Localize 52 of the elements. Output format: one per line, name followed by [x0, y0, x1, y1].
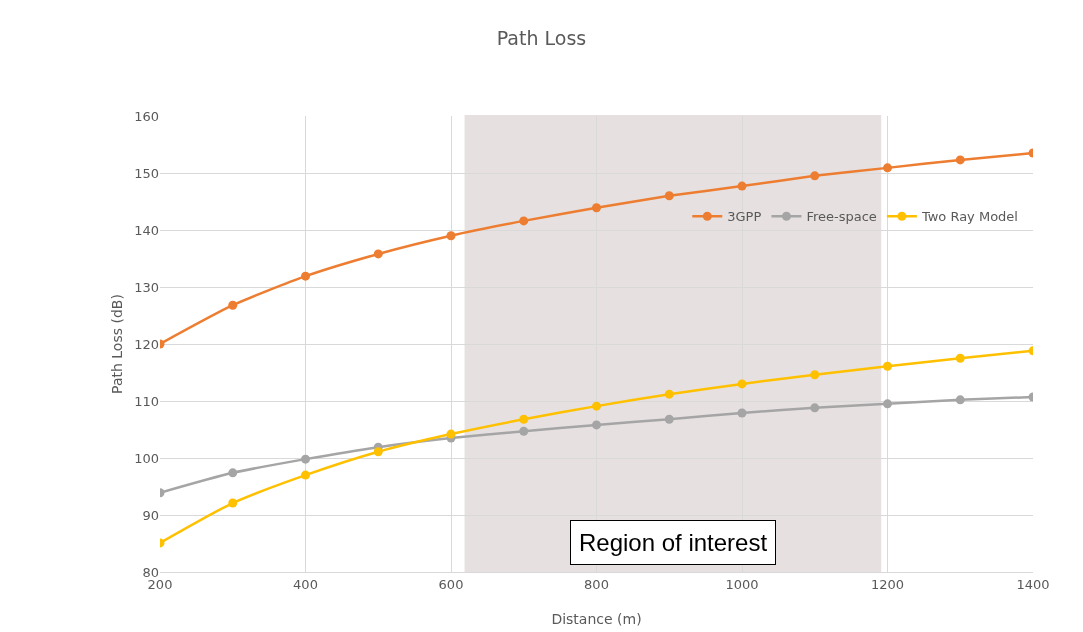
y-tick-label: 140: [134, 222, 159, 238]
point: [883, 399, 892, 409]
point: [664, 414, 674, 424]
y-tick-label: 110: [134, 393, 159, 409]
y-tick-label: 130: [134, 279, 159, 295]
point: [592, 203, 601, 213]
point: [519, 426, 529, 436]
point: [228, 300, 238, 310]
point: [301, 271, 310, 281]
point: [810, 370, 820, 380]
point: [955, 155, 965, 165]
point: [373, 249, 383, 259]
point: [664, 389, 674, 399]
point: [810, 171, 820, 181]
point: [592, 401, 601, 411]
point: [519, 216, 529, 226]
y-tick-label: 160: [134, 108, 159, 124]
legend-label: Two Ray Model: [920, 209, 1018, 225]
x-axis-title: Distance (m): [551, 611, 642, 627]
x-tick-label: 800: [584, 576, 609, 592]
point: [373, 447, 383, 457]
legend-label: Free-space: [806, 209, 877, 225]
y-tick-label: 120: [134, 336, 159, 352]
point: [737, 379, 747, 389]
point: [301, 454, 310, 464]
band-label: Region of interest: [579, 529, 768, 556]
point: [737, 408, 747, 418]
legend-label: 3GPP: [727, 209, 762, 225]
point: [883, 361, 892, 371]
point: [301, 470, 310, 480]
y-tick-label: 100: [134, 450, 159, 466]
point: [592, 420, 601, 430]
point: [446, 429, 456, 439]
point: [446, 231, 456, 241]
point: [737, 181, 747, 191]
point: [664, 191, 674, 201]
x-tick-label: 1200: [870, 576, 905, 592]
point: [519, 414, 529, 424]
x-tick-label: 400: [293, 576, 318, 592]
point: [228, 498, 238, 508]
y-tick-label: 150: [134, 165, 159, 181]
x-tick-label: 1000: [725, 576, 759, 592]
x-tick-label: 1400: [1016, 576, 1050, 592]
point: [883, 163, 892, 173]
x-tick-label: 600: [438, 576, 464, 592]
point: [955, 353, 965, 363]
chart-title: Path Loss: [496, 26, 587, 49]
point: [228, 468, 238, 478]
y-axis-title: Path Loss (dB): [109, 294, 125, 394]
point: [810, 403, 820, 413]
y-tick-label: 90: [142, 507, 159, 523]
point: [955, 395, 965, 405]
